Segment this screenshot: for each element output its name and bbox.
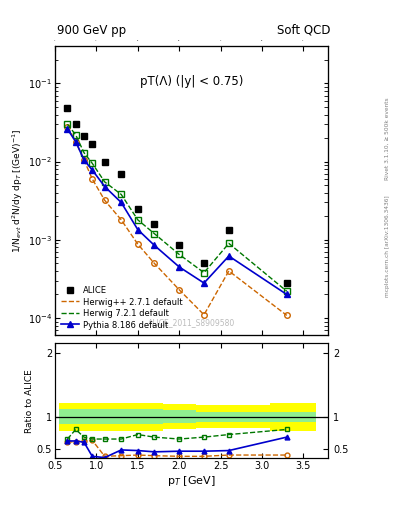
Pythia 8.186 default [82, 157, 86, 163]
Y-axis label: 1/N$_{evt}$ d$^2$N/dy dp$_T$ [(GeV)$^{-1}$]: 1/N$_{evt}$ d$^2$N/dy dp$_T$ [(GeV)$^{-1… [11, 129, 25, 253]
Line: ALICE: ALICE [64, 105, 290, 287]
Herwig++ 2.7.1 default [102, 197, 107, 203]
Herwig++ 2.7.1 default [136, 241, 140, 247]
Text: 900 GeV pp: 900 GeV pp [57, 24, 126, 37]
ALICE [102, 159, 107, 165]
ALICE [90, 140, 95, 146]
Text: Rivet 3.1.10, ≥ 500k events: Rivet 3.1.10, ≥ 500k events [385, 97, 389, 180]
Herwig 7.2.1 default [226, 240, 231, 246]
Pythia 8.186 default [152, 242, 157, 248]
Herwig++ 2.7.1 default [119, 217, 123, 223]
ALICE [65, 105, 70, 112]
ALICE [152, 221, 157, 227]
X-axis label: p$_T$ [GeV]: p$_T$ [GeV] [167, 474, 216, 488]
Text: pT(Λ) (|y| < 0.75): pT(Λ) (|y| < 0.75) [140, 75, 243, 88]
Herwig++ 2.7.1 default [82, 157, 86, 163]
ALICE [73, 121, 78, 127]
Pythia 8.186 default [73, 139, 78, 145]
Pythia 8.186 default [102, 183, 107, 189]
Herwig 7.2.1 default [65, 121, 70, 127]
Pythia 8.186 default [90, 167, 95, 173]
Legend: ALICE, Herwig++ 2.7.1 default, Herwig 7.2.1 default, Pythia 8.186 default: ALICE, Herwig++ 2.7.1 default, Herwig 7.… [59, 284, 185, 331]
Text: Soft QCD: Soft QCD [277, 24, 330, 37]
Line: Herwig 7.2.1 default: Herwig 7.2.1 default [68, 124, 287, 291]
Herwig 7.2.1 default [177, 251, 182, 258]
Herwig++ 2.7.1 default [90, 176, 95, 182]
Herwig 7.2.1 default [202, 270, 206, 276]
Herwig 7.2.1 default [102, 179, 107, 185]
Herwig++ 2.7.1 default [152, 260, 157, 266]
ALICE [82, 133, 86, 139]
Text: ALICE_2011_S8909580: ALICE_2011_S8909580 [148, 317, 235, 327]
Herwig 7.2.1 default [152, 230, 157, 237]
Text: mcplots.cern.ch [arXiv:1306.3436]: mcplots.cern.ch [arXiv:1306.3436] [385, 195, 389, 296]
ALICE [202, 260, 206, 266]
Pythia 8.186 default [226, 253, 231, 259]
Herwig 7.2.1 default [82, 150, 86, 156]
ALICE [177, 242, 182, 248]
Y-axis label: Ratio to ALICE: Ratio to ALICE [25, 369, 34, 433]
Pythia 8.186 default [202, 280, 206, 286]
Pythia 8.186 default [285, 291, 289, 297]
Herwig 7.2.1 default [73, 132, 78, 138]
Pythia 8.186 default [177, 264, 182, 270]
Herwig++ 2.7.1 default [285, 312, 289, 318]
Herwig 7.2.1 default [90, 160, 95, 166]
Herwig 7.2.1 default [285, 288, 289, 294]
Herwig 7.2.1 default [119, 191, 123, 198]
Line: Pythia 8.186 default: Pythia 8.186 default [65, 126, 290, 297]
ALICE [136, 206, 140, 212]
Line: Herwig++ 2.7.1 default: Herwig++ 2.7.1 default [68, 126, 287, 315]
Pythia 8.186 default [65, 126, 70, 132]
Herwig 7.2.1 default [136, 217, 140, 223]
Pythia 8.186 default [136, 226, 140, 232]
ALICE [119, 171, 123, 177]
Pythia 8.186 default [119, 199, 123, 205]
Herwig++ 2.7.1 default [73, 139, 78, 145]
ALICE [285, 280, 289, 286]
Herwig++ 2.7.1 default [202, 312, 206, 318]
ALICE [226, 226, 231, 232]
Herwig++ 2.7.1 default [65, 123, 70, 130]
Herwig++ 2.7.1 default [177, 287, 182, 293]
Herwig++ 2.7.1 default [226, 268, 231, 274]
